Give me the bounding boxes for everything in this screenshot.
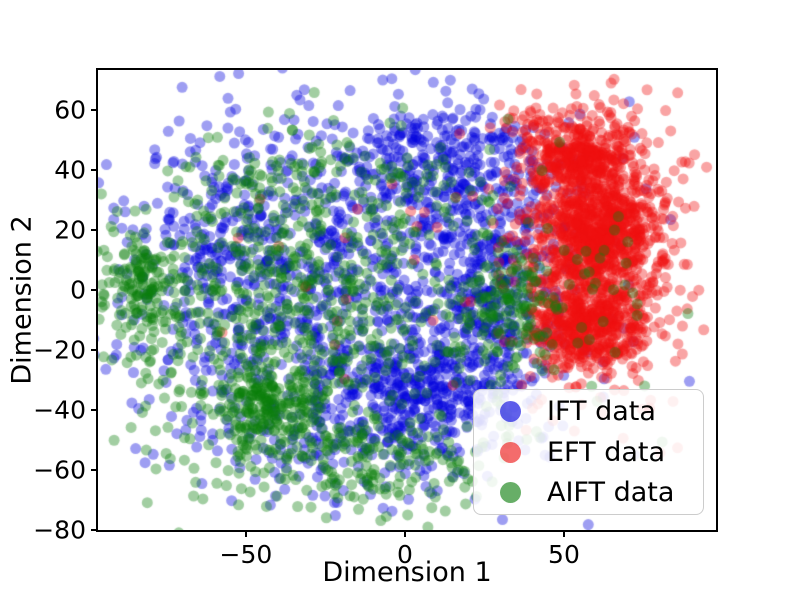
y-tick-label: 60	[54, 95, 86, 125]
y-tick-label: 0	[70, 275, 86, 305]
y-tick-mark	[91, 468, 96, 471]
y-tick-label: 40	[54, 155, 86, 185]
y-tick-mark	[91, 288, 96, 291]
legend-entry-label: AIFT data	[547, 477, 675, 508]
x-axis-label: Dimension 1	[322, 557, 492, 588]
y-tick-mark	[91, 108, 96, 111]
plot-area	[96, 68, 718, 532]
x-tick-mark	[244, 532, 247, 537]
legend: IFT data EFT data AIFT data	[473, 389, 704, 515]
x-tick-label: 0	[396, 540, 413, 569]
y-tick-label: −80	[33, 515, 86, 545]
legend-marker-icon	[500, 441, 521, 463]
y-tick-mark	[91, 529, 96, 531]
legend-row: IFT data	[474, 393, 703, 431]
y-axis-label: Dimension 2	[6, 215, 38, 385]
x-tick-label: −50	[219, 540, 273, 569]
legend-entry-label: EFT data	[547, 436, 666, 468]
legend-marker-icon	[500, 401, 521, 422]
y-tick-label: −60	[33, 455, 86, 485]
y-tick-mark	[91, 408, 96, 411]
y-tick-mark	[91, 228, 96, 231]
y-tick-label: −20	[33, 335, 86, 365]
y-tick-mark	[91, 348, 96, 351]
legend-marker-icon	[500, 482, 521, 503]
y-tick-label: −40	[33, 395, 86, 425]
x-tick-mark	[403, 532, 406, 537]
legend-row: AIFT data	[474, 474, 703, 512]
legend-entry-label: IFT data	[547, 396, 656, 427]
y-tick-mark	[91, 168, 96, 171]
legend-row: EFT data	[474, 433, 703, 471]
y-tick-label: 20	[54, 215, 86, 245]
x-tick-label: 50	[548, 540, 580, 569]
x-tick-mark	[562, 532, 565, 537]
